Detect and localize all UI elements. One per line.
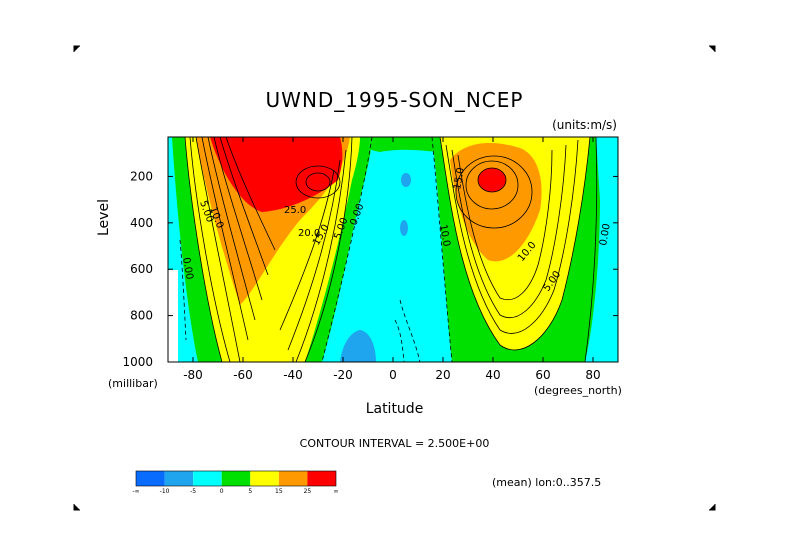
colorbar-tick-label: ∞ [334,488,339,495]
colorbar-swatch [250,471,279,486]
x-tick-label: 20 [435,368,450,382]
contour-fill [168,137,618,362]
colorbar-swatch [164,471,194,486]
colorbar-swatch [221,471,251,486]
x-tick-label: 80 [585,368,600,382]
contour-label: 25.0 [284,205,306,216]
x-tick-label: 0 [389,368,397,382]
colorbar-tick-label: -5 [190,488,196,495]
contour-lines [179,137,598,362]
crop-marks [73,45,716,511]
colorbar-tick-label: 0 [220,488,224,495]
colorbar: -∞ -10 -5 0 5 15 25 ∞ [132,470,339,495]
colorbar-tick-label: 15 [275,488,283,495]
y-axis-unit: (millibar) [108,377,158,390]
x-tick-label: 60 [535,368,550,382]
x-axis-unit: (degrees_north) [534,384,622,397]
contour-label: 10.0 [437,224,452,248]
colorbar-tick-label: -10 [160,488,170,495]
colorbar-swatch [136,471,165,486]
colorbar-tick-label: -∞ [132,488,139,495]
colorbar-swatch [193,471,222,486]
contour-label: 0.00 [598,223,613,247]
colorbar-tick-label: 25 [304,488,312,495]
x-tick-label: -20 [333,368,353,382]
colorbar-frame [135,470,337,487]
x-tick-label: -40 [283,368,303,382]
y-tick-label: 400 [130,216,153,230]
y-tick-label: 600 [130,262,153,276]
x-tick-label: 40 [485,368,500,382]
chart-title: UWND_1995-SON_NCEP [265,88,524,112]
units-label: (units:m/s) [552,118,617,132]
y-axis: 200 400 600 800 1000 [122,169,618,369]
y-tick-label: 1000 [122,355,153,369]
x-axis: -80 -60 -40 -20 0 20 40 60 80 [183,137,601,382]
y-axis-title: Level [96,199,112,236]
colorbar-swatch [307,471,336,486]
colorbar-swatch [278,471,308,486]
contour-label: 20.0 [298,228,320,239]
x-axis-title: Latitude [365,401,424,417]
x-tick-label: -60 [233,368,253,382]
x-tick-label: -80 [183,368,203,382]
contour-label: 15.0 [452,167,467,191]
y-tick-label: 800 [130,309,153,323]
contour-label: 0.00 [180,257,195,281]
mean-label: (mean) lon:0..357.5 [492,476,602,489]
y-tick-label: 200 [130,169,153,183]
colorbar-tick-label: 5 [248,488,252,495]
contour-interval-label: CONTOUR INTERVAL = 2.500E+00 [299,437,490,450]
